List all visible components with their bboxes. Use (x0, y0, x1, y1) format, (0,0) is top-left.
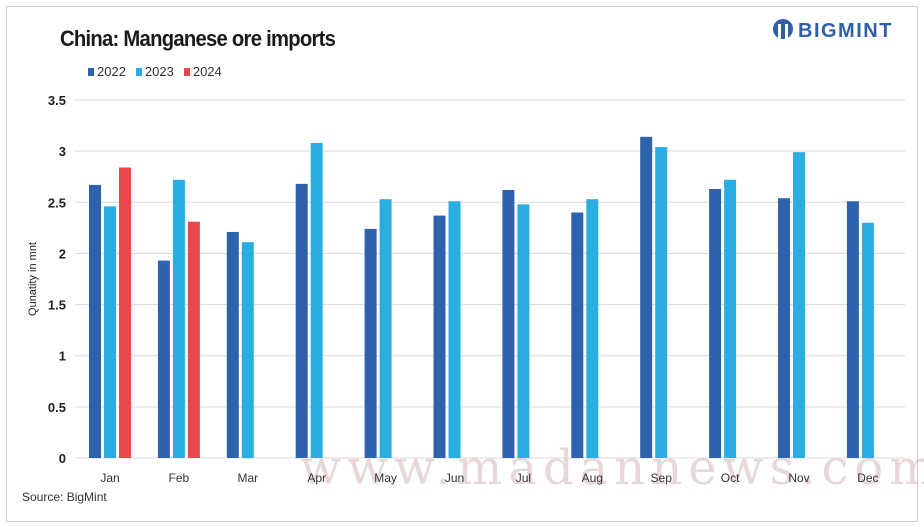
legend-swatch (135, 67, 142, 76)
x-tick-label: Jun (445, 471, 464, 485)
legend-swatch (183, 67, 190, 76)
x-tick-label: Mar (237, 471, 258, 485)
bar-2023-aug (586, 199, 599, 458)
x-tick-label: Sep (651, 471, 673, 485)
bar-2023-nov (793, 152, 805, 458)
bar-2022-feb (157, 260, 170, 458)
bar-2022-jan (89, 184, 101, 458)
legend-label: 2023 (144, 64, 174, 79)
bar-2023-jul (517, 204, 530, 458)
bar-2023-mar (241, 242, 254, 458)
y-axis-label: Qunatity in mnt (27, 242, 39, 316)
bar-2023-jun (448, 201, 461, 458)
chart-title: China: Manganese ore imports (60, 26, 336, 51)
y-tick-label: 1 (59, 349, 66, 364)
x-tick-label: Jul (516, 471, 531, 485)
bigmint-logo-icon (773, 19, 793, 40)
x-tick-label: Dec (857, 471, 878, 485)
bar-2022-dec (846, 201, 859, 458)
legend-label: 2024 (192, 64, 222, 79)
x-tick-label: Aug (582, 471, 603, 485)
legend-item-2024: 2024 (183, 64, 222, 79)
bar-2024-jan (119, 167, 131, 458)
x-tick-label: May (374, 471, 397, 485)
legend-item-2022: 2022 (88, 64, 126, 79)
x-tick-label: Feb (169, 471, 190, 485)
x-tick-label: Oct (721, 471, 740, 485)
x-tick-label: Nov (788, 471, 809, 485)
logo-text: BIGMINT (798, 19, 893, 42)
y-tick-label: 3 (59, 144, 66, 159)
source-note: Source: BigMint (22, 490, 107, 504)
bar-2022-mar (226, 231, 239, 458)
legend: 2022 2023 2024 (88, 64, 222, 79)
x-tick-label: Apr (307, 471, 326, 485)
bar-2022-may (364, 228, 377, 458)
bigmint-logo: BIGMINT (772, 18, 893, 44)
bar-2022-aug (571, 212, 584, 458)
bar-2022-jul (502, 190, 515, 459)
y-tick-label: 2.5 (48, 195, 66, 210)
bar-2023-feb (172, 179, 185, 459)
bar-2023-dec (861, 222, 874, 458)
bar-2022-jun (433, 215, 446, 458)
bar-2023-oct (724, 179, 737, 459)
bar-2023-may (379, 199, 392, 458)
x-tick-label: Jan (100, 471, 119, 485)
y-tick-label: 3.5 (48, 93, 66, 108)
bar-2024-feb (187, 221, 200, 458)
y-tick-label: 0 (59, 451, 66, 466)
bar-2023-apr (310, 142, 323, 458)
legend-item-2023: 2023 (135, 64, 174, 79)
bar-2022-oct (709, 188, 722, 458)
y-tick-label: 0.5 (48, 400, 66, 415)
legend-label: 2022 (97, 64, 126, 79)
y-tick-label: 1.5 (48, 298, 66, 313)
bar-2023-sep (655, 147, 668, 458)
bar-2023-jan (104, 206, 116, 458)
bar-2022-nov (778, 198, 790, 459)
bar-2022-apr (295, 183, 308, 459)
bar-2022-sep (640, 136, 653, 458)
legend-swatch (88, 67, 94, 76)
y-tick-label: 2 (59, 246, 66, 261)
watermark: www.madannews.com (300, 440, 924, 496)
